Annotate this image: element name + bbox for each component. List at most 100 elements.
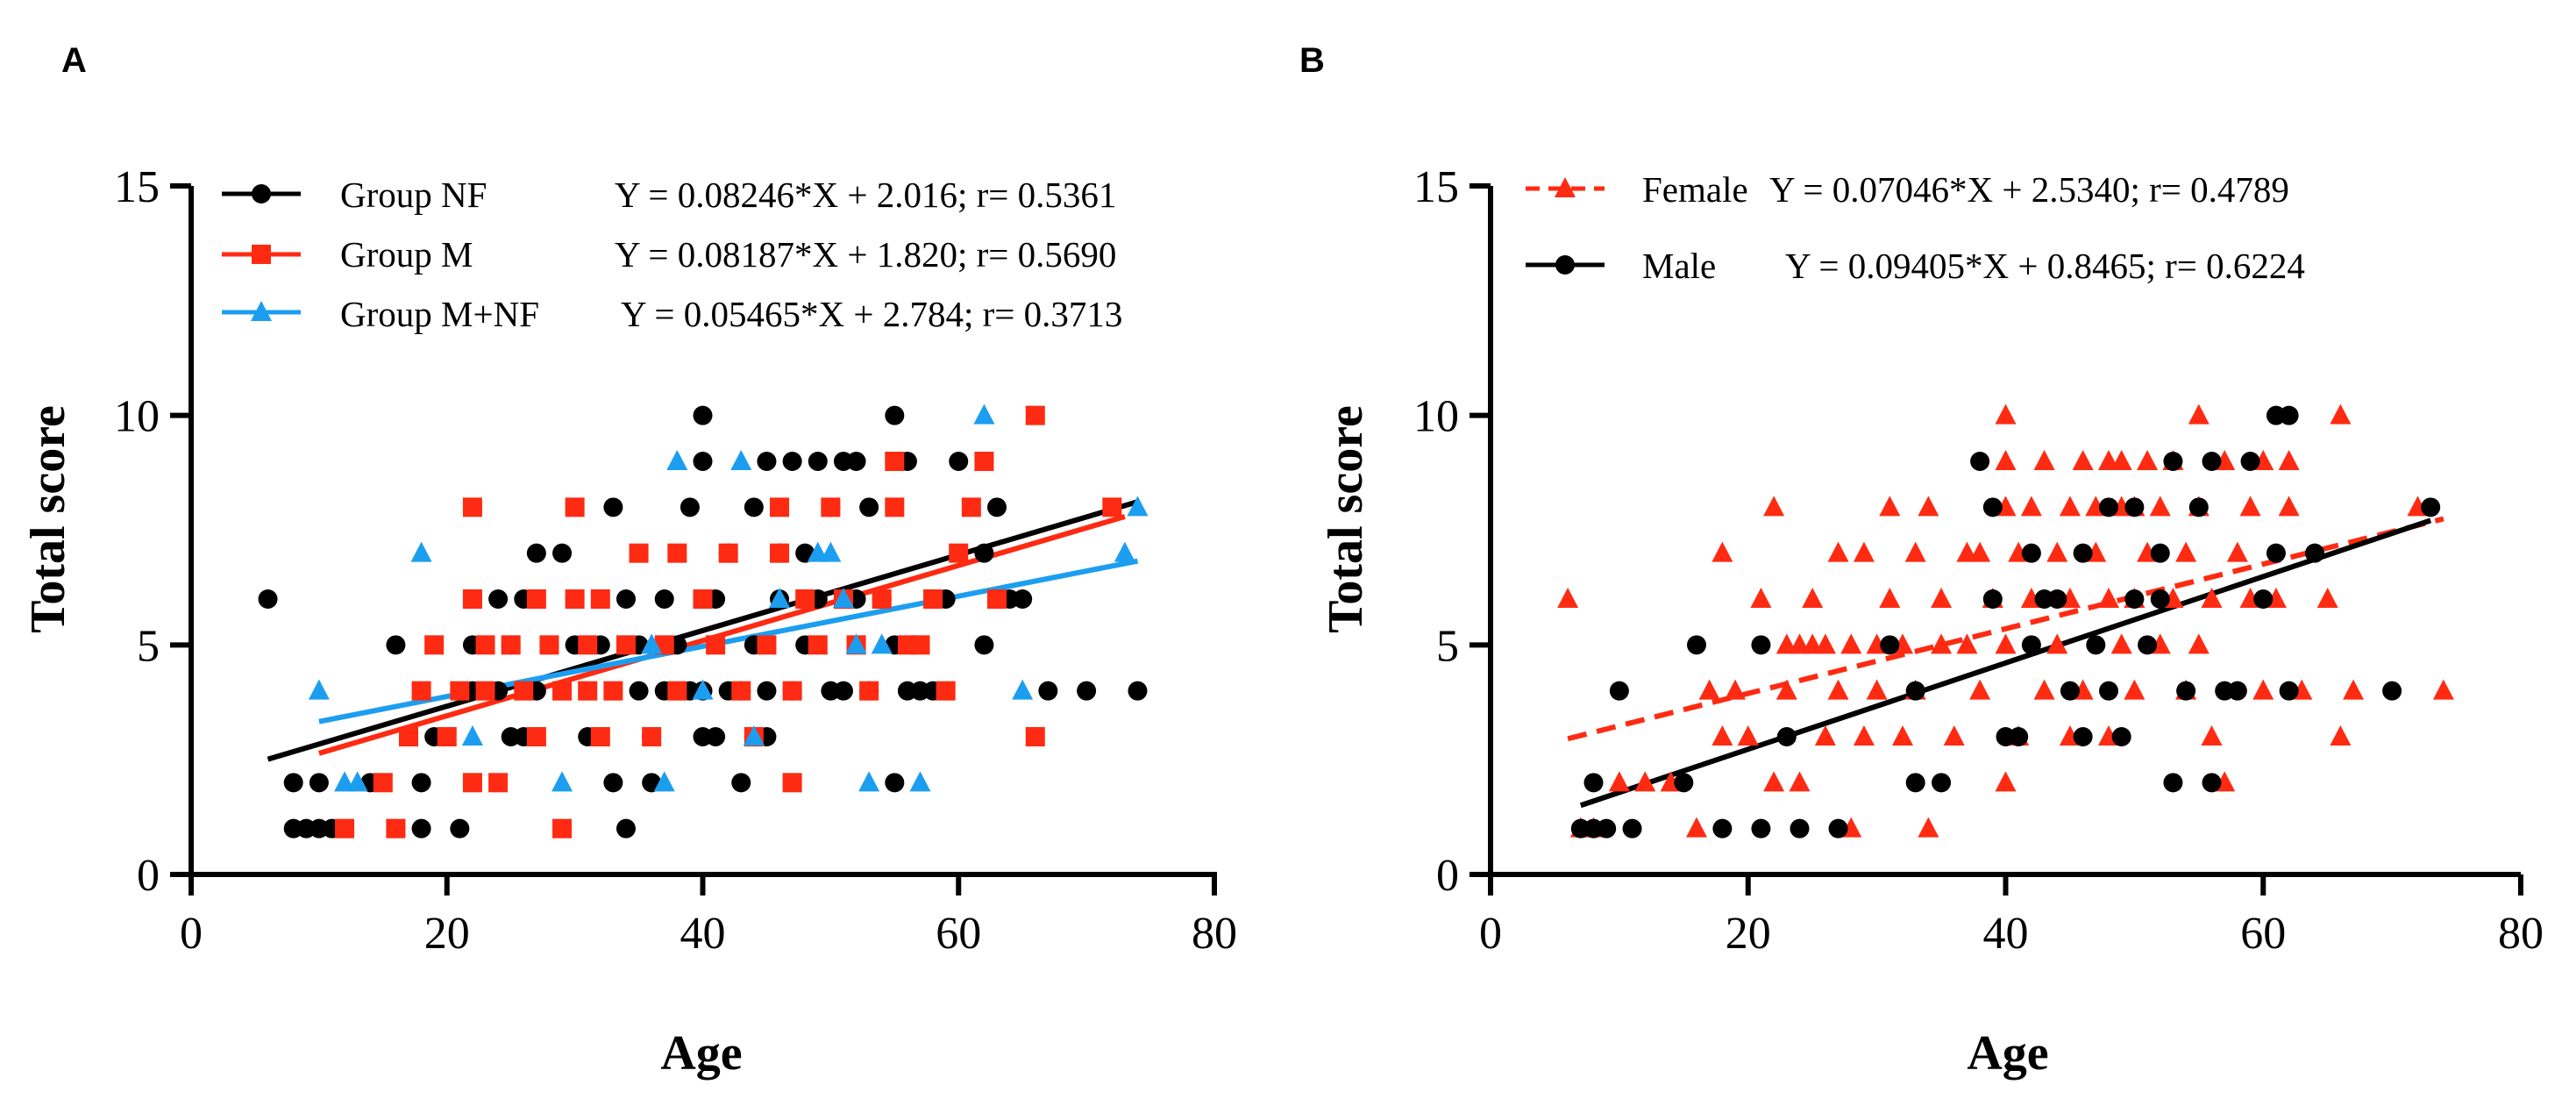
point-female xyxy=(1725,679,1747,700)
point-female xyxy=(1789,771,1811,792)
point-group-m xyxy=(757,635,777,655)
point-group-m-nf xyxy=(730,450,752,470)
point-female xyxy=(1634,771,1656,792)
point-group-m-nf xyxy=(871,633,893,654)
point-group-m xyxy=(885,497,905,517)
panel-a-ticks: 0 20 40 60 80 0 5 10 15 xyxy=(114,162,1237,959)
point-female xyxy=(1814,633,1836,654)
legend-marker-square xyxy=(252,245,271,264)
point-group-nf xyxy=(885,773,905,793)
point-group-m xyxy=(578,635,598,655)
point-group-m xyxy=(526,589,546,609)
point-female xyxy=(1557,588,1579,608)
point-female xyxy=(1840,633,1862,654)
y-tick-label: 15 xyxy=(114,162,160,212)
point-female xyxy=(2432,679,2454,700)
point-female xyxy=(1995,450,2017,470)
point-male xyxy=(2188,497,2209,517)
panel-b-axes xyxy=(1488,186,2521,877)
point-group-m-nf xyxy=(346,771,368,792)
point-group-m-nf xyxy=(743,725,765,746)
point-group-nf xyxy=(731,773,751,793)
point-group-m-nf xyxy=(692,679,714,700)
panel-b-points xyxy=(1557,403,2454,838)
point-group-m-nf xyxy=(308,679,330,700)
point-group-m xyxy=(590,589,610,609)
point-male xyxy=(2099,681,2118,701)
point-female xyxy=(2137,450,2159,470)
point-group-m-nf xyxy=(769,588,791,608)
point-female xyxy=(2226,541,2248,562)
point-male xyxy=(1687,635,1706,655)
point-female xyxy=(2278,496,2300,517)
point-female xyxy=(1608,771,1630,792)
legend-marker-triangle xyxy=(251,301,272,321)
point-group-m xyxy=(731,681,751,701)
point-female xyxy=(2098,588,2119,608)
point-female xyxy=(1827,679,1849,700)
point-group-nf xyxy=(629,681,649,701)
y-tick-label: 15 xyxy=(1413,162,1459,212)
point-male xyxy=(2060,681,2080,701)
point-group-m xyxy=(859,681,879,701)
point-group-nf xyxy=(603,773,623,793)
point-group-m-nf xyxy=(909,771,931,792)
point-group-m-nf xyxy=(666,450,688,470)
panel-b-y-axis-title: Total score xyxy=(1319,405,1373,633)
panel-a-fit-lines xyxy=(267,499,1139,762)
point-group-nf xyxy=(411,773,431,793)
point-male xyxy=(2021,635,2041,655)
legend-entry-group-m-nf: Group M+NF Y = 0.05465*X + 2.784; r= 0.3… xyxy=(222,294,1122,334)
point-male xyxy=(1609,681,1629,701)
point-group-m xyxy=(590,727,610,746)
point-male xyxy=(2227,681,2247,701)
legend-equation-group-m-nf: Y = 0.05465*X + 2.784; r= 0.3713 xyxy=(621,294,1122,334)
point-group-m-nf xyxy=(641,633,663,654)
point-female xyxy=(1814,725,1836,746)
point-group-m xyxy=(335,818,355,838)
point-female xyxy=(1763,771,1785,792)
point-male xyxy=(1932,773,1952,793)
point-group-nf xyxy=(309,773,329,793)
point-group-m xyxy=(450,681,470,701)
point-male xyxy=(2138,635,2158,655)
point-female xyxy=(1698,679,1720,700)
point-group-nf xyxy=(616,589,636,609)
point-group-m xyxy=(565,589,585,609)
point-group-m xyxy=(770,497,790,517)
point-male xyxy=(2382,681,2402,701)
point-female xyxy=(1711,725,1733,746)
point-male xyxy=(2124,497,2145,517)
point-group-m xyxy=(462,497,482,517)
point-group-nf xyxy=(846,452,866,471)
point-male xyxy=(1751,818,1771,838)
point-male xyxy=(2279,681,2299,701)
x-tick-label: 20 xyxy=(1726,909,1771,959)
point-group-nf xyxy=(1038,681,1058,701)
point-male xyxy=(2099,497,2118,517)
point-group-m xyxy=(578,681,598,701)
point-female xyxy=(1686,817,1707,838)
point-female xyxy=(2188,633,2210,654)
point-male xyxy=(1790,818,1810,838)
point-female xyxy=(2110,633,2132,654)
legend-equation-male: Y = 0.09405*X + 0.8465; r= 0.6224 xyxy=(1785,246,2305,286)
point-male xyxy=(2202,452,2222,471)
point-group-nf xyxy=(693,452,713,471)
y-tick-label: 0 xyxy=(1436,851,1459,901)
point-group-m xyxy=(667,543,687,563)
point-group-m xyxy=(949,543,969,563)
point-group-nf xyxy=(782,452,802,471)
point-female xyxy=(2278,450,2300,470)
legend-label-group-m: Group M xyxy=(340,234,473,275)
point-female xyxy=(1711,541,1733,562)
legend-marker-circle xyxy=(1555,255,1575,275)
point-group-m-nf xyxy=(551,771,573,792)
point-group-m xyxy=(936,681,956,701)
point-group-nf xyxy=(283,773,303,793)
point-group-nf xyxy=(450,818,470,838)
point-female xyxy=(1802,588,1824,608)
point-female xyxy=(1931,588,1953,608)
point-group-m xyxy=(782,773,802,793)
point-group-nf xyxy=(706,727,726,746)
